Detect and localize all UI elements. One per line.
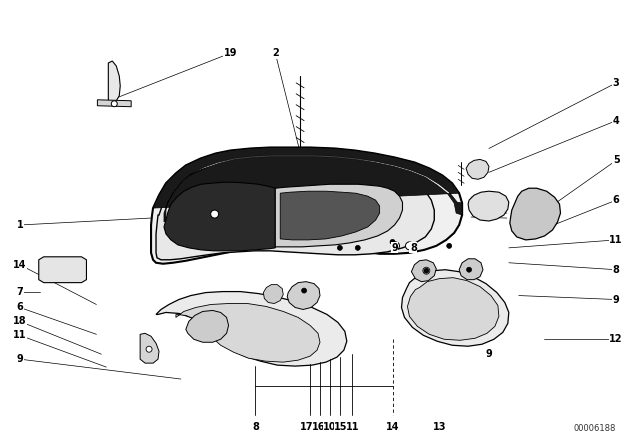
Polygon shape bbox=[39, 257, 86, 283]
Text: 12: 12 bbox=[609, 334, 623, 344]
Text: 00006188: 00006188 bbox=[574, 424, 616, 433]
Text: 8: 8 bbox=[612, 265, 620, 275]
Circle shape bbox=[447, 243, 452, 248]
Text: 2: 2 bbox=[272, 48, 278, 58]
Circle shape bbox=[406, 242, 413, 250]
Text: 5: 5 bbox=[612, 155, 620, 165]
Text: 1: 1 bbox=[17, 220, 23, 230]
Polygon shape bbox=[287, 282, 320, 310]
Circle shape bbox=[111, 101, 117, 107]
Text: 6: 6 bbox=[17, 302, 23, 312]
Polygon shape bbox=[153, 147, 462, 222]
Circle shape bbox=[301, 288, 307, 293]
Polygon shape bbox=[156, 159, 435, 260]
Text: 9: 9 bbox=[486, 349, 492, 359]
Circle shape bbox=[467, 267, 472, 272]
Text: 9: 9 bbox=[391, 243, 398, 253]
Polygon shape bbox=[140, 333, 159, 363]
Polygon shape bbox=[468, 191, 509, 221]
Polygon shape bbox=[176, 303, 320, 362]
Circle shape bbox=[211, 210, 219, 218]
Text: 15: 15 bbox=[334, 422, 348, 432]
Text: 11: 11 bbox=[609, 235, 623, 245]
Polygon shape bbox=[275, 184, 403, 247]
Text: 9: 9 bbox=[17, 354, 23, 364]
Polygon shape bbox=[156, 292, 347, 366]
Text: 13: 13 bbox=[433, 422, 446, 432]
Text: 18: 18 bbox=[13, 316, 27, 327]
Polygon shape bbox=[401, 270, 509, 346]
Text: 8: 8 bbox=[410, 243, 417, 253]
Circle shape bbox=[337, 246, 342, 250]
Polygon shape bbox=[97, 100, 131, 107]
Polygon shape bbox=[263, 284, 284, 303]
Polygon shape bbox=[108, 61, 120, 104]
Text: 7: 7 bbox=[17, 287, 23, 297]
Polygon shape bbox=[164, 182, 275, 251]
Polygon shape bbox=[280, 191, 380, 240]
Text: 14: 14 bbox=[386, 422, 399, 432]
Text: 11: 11 bbox=[346, 422, 360, 432]
Polygon shape bbox=[510, 188, 561, 240]
Polygon shape bbox=[186, 310, 228, 342]
Polygon shape bbox=[466, 159, 489, 179]
Circle shape bbox=[392, 242, 399, 250]
Text: 11: 11 bbox=[13, 330, 27, 340]
Text: 10: 10 bbox=[323, 422, 337, 432]
Circle shape bbox=[424, 268, 429, 273]
Text: 16: 16 bbox=[312, 422, 326, 432]
Text: 14: 14 bbox=[13, 260, 27, 270]
Circle shape bbox=[423, 267, 430, 274]
Circle shape bbox=[146, 346, 152, 352]
Polygon shape bbox=[408, 278, 499, 340]
Polygon shape bbox=[151, 147, 462, 264]
Text: 6: 6 bbox=[612, 195, 620, 205]
Polygon shape bbox=[412, 260, 436, 282]
Text: 19: 19 bbox=[224, 48, 237, 58]
Text: 4: 4 bbox=[612, 116, 620, 125]
Circle shape bbox=[390, 239, 395, 244]
Polygon shape bbox=[459, 259, 483, 280]
Text: 17: 17 bbox=[300, 422, 314, 432]
Text: 9: 9 bbox=[612, 294, 620, 305]
Circle shape bbox=[355, 246, 360, 250]
Text: 3: 3 bbox=[612, 78, 620, 88]
Text: 8: 8 bbox=[252, 422, 259, 432]
